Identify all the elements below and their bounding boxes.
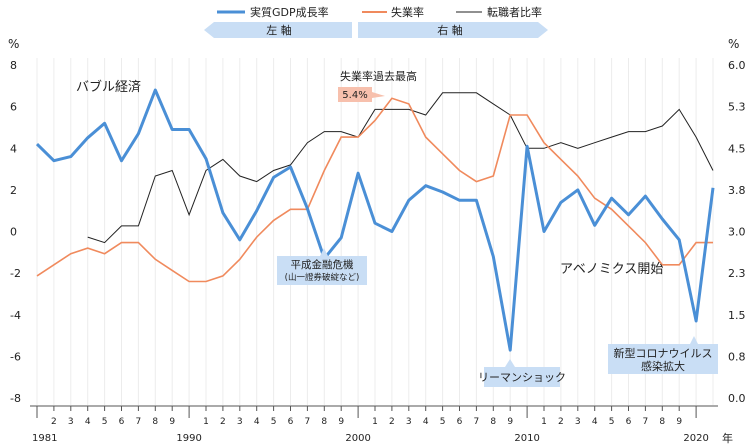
y-right-tick-label: 0.8 — [728, 350, 746, 363]
y-right-tick-label: 0.0 — [728, 392, 746, 405]
y-right-tick-label: 3.8 — [728, 184, 746, 197]
x-tick-label: 4 — [254, 417, 260, 427]
left-axis-banner-label: 左 軸 — [266, 23, 292, 37]
x-tick-label: 5 — [102, 417, 108, 427]
x-tick-label: 4 — [85, 417, 91, 427]
unemployment-peak-value: 5.4% — [342, 90, 367, 101]
x-tick-label: 6 — [457, 417, 463, 427]
left-y-axis: 8 6 4 2 0 -2 -4 -6 -8 — [10, 59, 21, 405]
x-tick-label: 3 — [237, 417, 243, 427]
x-tick-label: 3 — [406, 417, 412, 427]
x-tick-label: 1 — [541, 417, 547, 427]
x-tick-label: 4 — [423, 417, 429, 427]
x-tick-label: 3 — [68, 417, 74, 427]
y-left-tick-label: 4 — [10, 142, 17, 155]
x-tick-label: 6 — [288, 417, 294, 427]
vertical-gridlines — [36, 58, 714, 405]
right-axis-banner-label: 右 軸 — [437, 23, 463, 37]
callout-covid-sub: 感染拡大 — [641, 359, 685, 373]
x-tick-label: 8 — [659, 417, 665, 427]
legend-label-gdp: 実質GDP成長率 — [250, 5, 329, 19]
x-tick-label: 7 — [136, 417, 142, 427]
x-tick-label-major: 1981 — [32, 433, 57, 444]
legend-label-job-change: 転職者比率 — [487, 5, 542, 19]
x-tick-label-major: 1990 — [176, 433, 201, 444]
x-tick-label: 9 — [507, 417, 513, 427]
annotation-unemployment-peak: 失業率過去最高 — [340, 69, 417, 83]
right-y-axis: 6.0 5.3 4.5 3.8 3.0 2.3 1.5 0.8 0.0 — [728, 59, 746, 405]
x-tick-label: 6 — [626, 417, 632, 427]
callout-heisei-crisis: 平成金融危機 (山一證券破綻など) — [277, 248, 367, 285]
y-left-tick-label: -4 — [10, 309, 21, 322]
x-tick-label: 5 — [440, 417, 446, 427]
x-tick-label: 6 — [119, 417, 125, 427]
x-tick-label: 1 — [203, 417, 209, 427]
x-tick-label: 8 — [152, 417, 158, 427]
x-tick-label: 2 — [220, 417, 226, 427]
callout-lehman-shock-title: リーマンショック — [478, 371, 566, 384]
right-axis-unit: % — [728, 37, 739, 51]
y-left-tick-label: -8 — [10, 392, 21, 405]
x-tick-label: 2 — [389, 417, 395, 427]
legend-label-unemployment: 失業率 — [391, 5, 424, 19]
series-line-gdp — [35, 88, 715, 352]
x-tick-label: 9 — [338, 417, 344, 427]
callout-heisei-crisis-sub: (山一證券破綻など) — [285, 272, 360, 283]
unemployment-peak-badge — [338, 87, 372, 102]
series-line-job-change — [87, 92, 714, 244]
x-tick-label: 8 — [321, 417, 327, 427]
y-left-tick-label: 0 — [10, 226, 17, 239]
x-tick-label: 2 — [51, 417, 57, 427]
y-left-tick-label: -6 — [10, 350, 21, 363]
callout-lehman-shock: リーマンショック — [478, 359, 566, 387]
y-left-tick-label: 6 — [10, 101, 17, 114]
y-right-tick-label: 4.5 — [728, 142, 746, 155]
x-tick-label: 7 — [474, 417, 480, 427]
y-right-tick-label: 5.3 — [728, 101, 746, 114]
y-right-tick-label: 3.0 — [728, 226, 746, 239]
callout-covid-title: 新型コロナウイルス — [614, 346, 713, 360]
x-tick-label: 3 — [575, 417, 581, 427]
x-tick-label: 9 — [169, 417, 175, 427]
y-left-tick-label: -2 — [10, 267, 21, 280]
x-tick-label: 5 — [271, 417, 277, 427]
y-left-tick-label: 2 — [10, 184, 17, 197]
x-axis-unit: 年 — [722, 431, 733, 445]
x-tick-label: 7 — [305, 417, 311, 427]
x-tick-label-major: 2000 — [345, 433, 370, 444]
y-right-tick-label: 6.0 — [728, 59, 746, 72]
x-tick-label: 2 — [558, 417, 564, 427]
unemployment-peak-pointer — [372, 92, 385, 98]
x-tick-label: 4 — [592, 417, 598, 427]
x-tick-label: 7 — [643, 417, 649, 427]
x-tick-label: 9 — [676, 417, 682, 427]
x-tick-label-major: 2010 — [514, 433, 539, 444]
annotation-abenomics: アベノミクス開始 — [560, 262, 663, 277]
callout-covid: 新型コロナウイルス 感染拡大 — [608, 336, 718, 374]
x-tick-label: 1 — [372, 417, 378, 427]
left-axis-unit: % — [8, 37, 19, 51]
y-right-tick-label: 2.3 — [728, 267, 746, 280]
y-left-tick-label: 8 — [10, 59, 17, 72]
annotation-bubble-economy: バブル経済 — [76, 79, 141, 95]
y-right-tick-label: 1.5 — [728, 309, 746, 322]
series-line-unemployment — [36, 97, 713, 283]
right-axis-banner — [358, 22, 548, 38]
x-tick-label: 8 — [490, 417, 496, 427]
left-axis-banner — [204, 22, 352, 38]
x-tick-label: 5 — [609, 417, 615, 427]
callout-heisei-crisis-title: 平成金融危機 — [291, 258, 354, 271]
x-tick-label-major: 2020 — [683, 433, 708, 444]
legend: 実質GDP成長率 失業率 転職者比率 — [217, 5, 542, 19]
